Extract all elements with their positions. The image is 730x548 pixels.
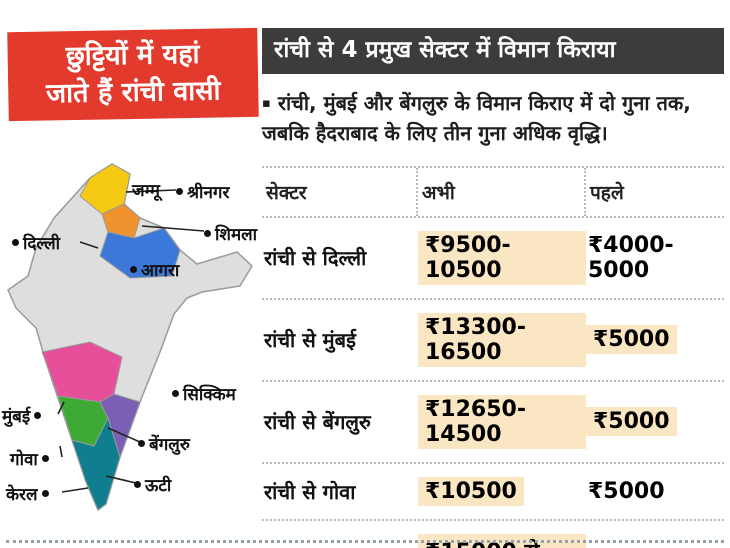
city-dot bbox=[204, 230, 211, 237]
sector-cell: रांची से दिल्ली bbox=[264, 246, 367, 271]
table-row: रांची से गोवा ₹10500 ₹5000 bbox=[262, 464, 724, 521]
city-dot bbox=[138, 440, 145, 447]
city-dot bbox=[130, 266, 137, 273]
column-header-sector: सेक्टर bbox=[262, 167, 418, 216]
map-label-srinagar: श्रीनगर bbox=[176, 180, 229, 203]
fare-table: सेक्टर अभी पहले रांची से दिल्ली ₹9500-10… bbox=[262, 165, 724, 548]
table-row: रांची से बेंगलुरु ₹12650-14500 ₹5000 bbox=[262, 382, 724, 464]
map-label-text: केरल bbox=[6, 485, 38, 505]
map-region-maharashtra bbox=[41, 341, 123, 403]
sector-cell: रांची से गोवा bbox=[264, 479, 356, 504]
map-region-south-tip bbox=[71, 416, 121, 511]
sector-cell: रांची से मुंबई bbox=[264, 328, 356, 353]
map-label-text: गोवा bbox=[10, 450, 38, 470]
table-header-row: सेक्टर अभी पहले bbox=[262, 165, 724, 218]
map-label-text: मुंबई bbox=[2, 407, 31, 427]
city-dot bbox=[134, 481, 141, 488]
left-title-line1: छुट्टियों में यहां bbox=[65, 38, 200, 73]
map-label-text: श्रीनगर bbox=[187, 183, 230, 203]
map-label-agra: आगरा bbox=[130, 258, 179, 281]
fare-before-cell: ₹5000 bbox=[588, 478, 665, 504]
map-label-text: ऊटी bbox=[145, 476, 172, 496]
sector-cell: रांची से बेंगलुरु bbox=[264, 410, 371, 435]
city-dot bbox=[34, 412, 42, 419]
map-label-text: सिक्किम bbox=[183, 385, 236, 405]
fare-now-cell: ₹10500 bbox=[418, 476, 586, 506]
map-label-text: शिमला bbox=[215, 225, 258, 245]
section-header: रांची से 4 प्रमुख सेक्टर में विमान किराय… bbox=[262, 28, 724, 74]
summary-text: ▪ रांची, मुंबई और बेंगलुरु के विमान किराए… bbox=[262, 88, 724, 148]
fare-before-cell: ₹4000-5000 bbox=[588, 232, 674, 283]
right-panel: रांची से 4 प्रमुख सेक्टर में विमान किराय… bbox=[262, 28, 724, 548]
fare-before-cell: ₹5000 bbox=[586, 325, 724, 355]
fare-now-cell: ₹9500-10500 bbox=[418, 230, 586, 285]
map-label-text: आगरा bbox=[141, 261, 180, 281]
fare-now-cell: ₹13300-16500 bbox=[418, 312, 586, 367]
map-label-ooty: ऊटी bbox=[134, 473, 171, 496]
map-label-text: दिल्ली bbox=[23, 234, 61, 254]
india-map: जम्मू श्रीनगर दिल्ली शिमला आगरा सिक्किम … bbox=[2, 152, 262, 544]
table-row: रांची से हैदराबाद ₹15000 से 16500 ₹5000 bbox=[262, 521, 724, 548]
map-label-goa: गोवा bbox=[10, 447, 49, 470]
column-header-before: पहले bbox=[590, 181, 624, 204]
table-row: रांची से मुंबई ₹13300-16500 ₹5000 bbox=[262, 300, 724, 382]
city-dot bbox=[176, 188, 183, 195]
left-title-banner: छुट्टियों में यहां जाते हैं रांची वासी bbox=[7, 27, 259, 121]
map-label-text: जम्मू bbox=[132, 181, 160, 201]
city-dot bbox=[172, 390, 179, 397]
map-label-sikkim: सिक्किम bbox=[172, 382, 236, 405]
fare-now-cell: ₹12650-14500 bbox=[418, 394, 586, 449]
map-label-delhi: दिल्ली bbox=[12, 231, 60, 254]
india-map-graphic bbox=[7, 163, 253, 512]
column-header-now: अभी bbox=[418, 167, 586, 216]
map-label-mumbai: मुंबई bbox=[2, 404, 42, 427]
map-callout-lines bbox=[57, 189, 205, 493]
map-label-shimla: शिमला bbox=[204, 222, 257, 245]
fare-before-cell: ₹5000 bbox=[586, 407, 724, 437]
city-dot bbox=[41, 455, 49, 462]
table-row: रांची से दिल्ली ₹9500-10500 ₹4000-5000 bbox=[262, 218, 724, 300]
left-title-line2: जाते हैं रांची वासी bbox=[45, 75, 221, 110]
city-dot bbox=[12, 239, 19, 246]
map-label-text: बेंगलुरु bbox=[149, 435, 190, 455]
map-region-uttar-pradesh bbox=[99, 227, 181, 279]
map-label-kerala: केरल bbox=[6, 482, 49, 505]
summary-body: रांची, मुंबई और बेंगलुरु के विमान किराए … bbox=[262, 90, 691, 145]
bullet-icon: ▪ bbox=[262, 95, 271, 111]
city-dot bbox=[41, 490, 49, 497]
bottom-dotted-divider bbox=[6, 540, 724, 543]
map-region-himachal bbox=[101, 203, 141, 239]
map-label-bengaluru: बेंगलुरु bbox=[138, 432, 190, 455]
map-label-jammu: जम्मू bbox=[132, 178, 160, 201]
